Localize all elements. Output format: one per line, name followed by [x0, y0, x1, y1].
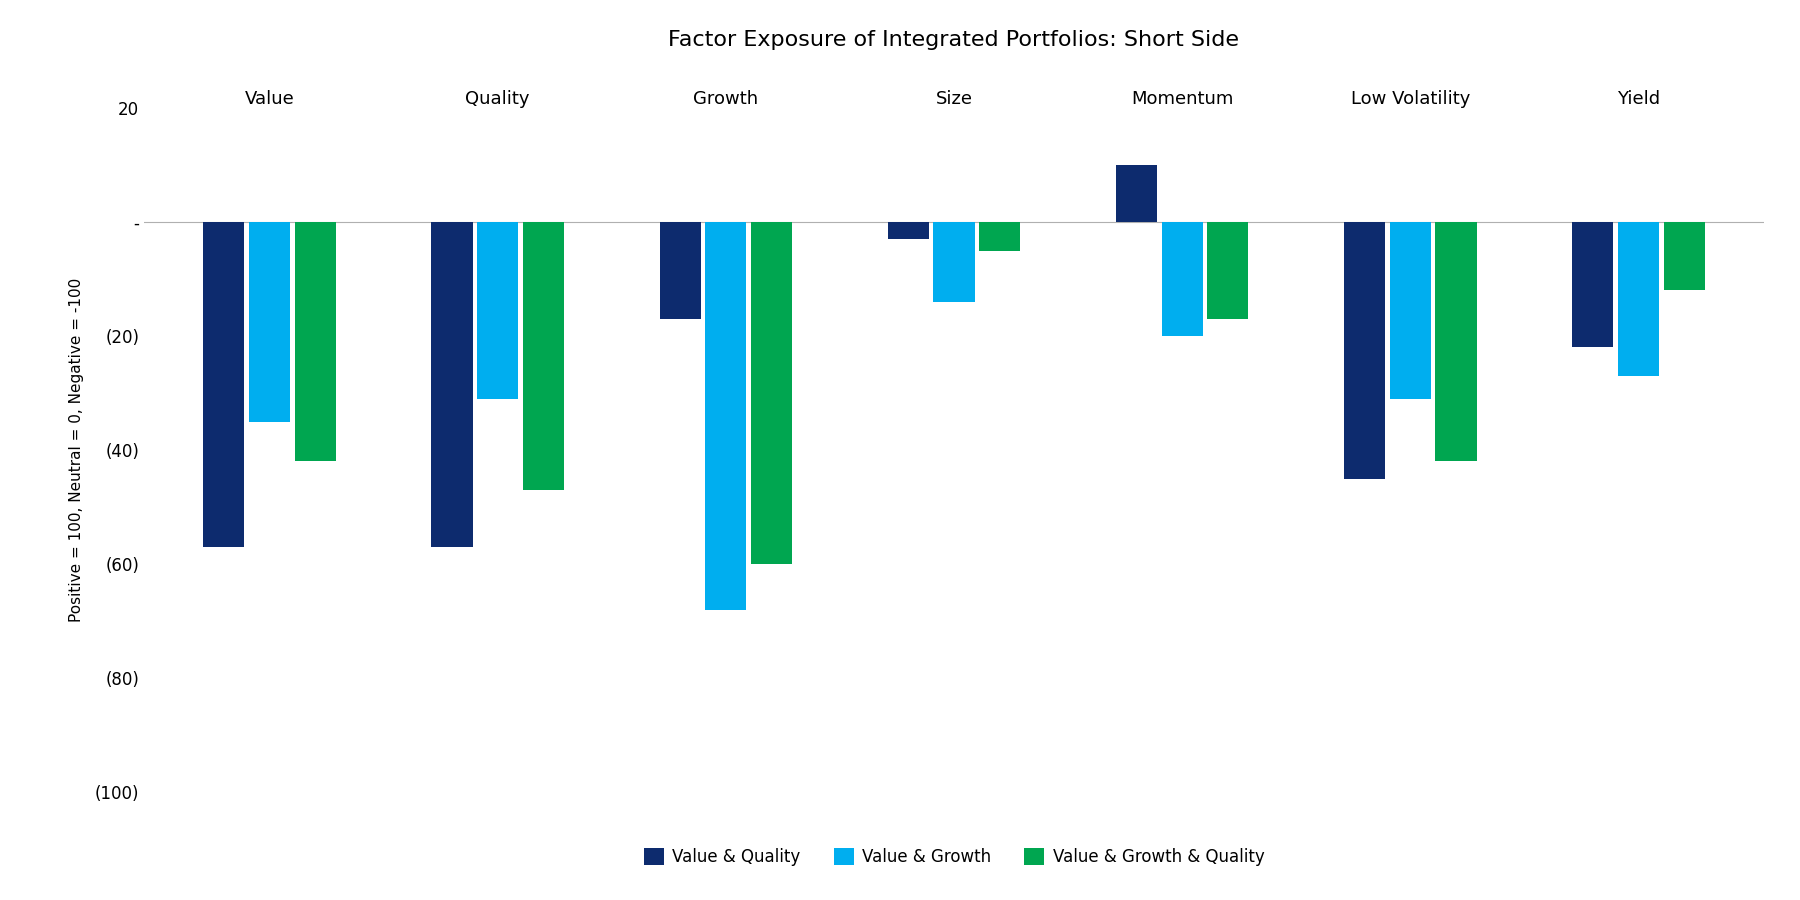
Text: Yield: Yield: [1616, 90, 1660, 108]
Bar: [522, 222, 563, 490]
Bar: [751, 222, 792, 564]
Text: Value: Value: [245, 90, 295, 108]
Text: Momentum: Momentum: [1130, 90, 1233, 108]
Bar: [1390, 222, 1431, 399]
Bar: [934, 222, 974, 302]
Y-axis label: Positive = 100, Neutral = 0, Negative = -100: Positive = 100, Neutral = 0, Negative = …: [68, 278, 83, 622]
Bar: [203, 222, 245, 547]
Bar: [706, 222, 747, 609]
Text: Growth: Growth: [693, 90, 758, 108]
Bar: [1573, 222, 1613, 347]
Text: Quality: Quality: [466, 90, 529, 108]
Bar: [1663, 222, 1705, 291]
Text: Size: Size: [936, 90, 972, 108]
Bar: [1345, 222, 1386, 479]
Bar: [248, 222, 290, 421]
Bar: [1435, 222, 1476, 462]
Bar: [1161, 222, 1202, 336]
Bar: [979, 222, 1021, 250]
Bar: [1116, 165, 1157, 222]
Bar: [295, 222, 335, 462]
Bar: [477, 222, 518, 399]
Title: Factor Exposure of Integrated Portfolios: Short Side: Factor Exposure of Integrated Portfolios…: [668, 30, 1240, 50]
Bar: [432, 222, 473, 547]
Bar: [659, 222, 700, 319]
Legend: Value & Quality, Value & Growth, Value & Growth & Quality: Value & Quality, Value & Growth, Value &…: [637, 842, 1271, 873]
Bar: [887, 222, 929, 239]
Bar: [1208, 222, 1249, 319]
Text: Low Volatility: Low Volatility: [1350, 90, 1471, 108]
Bar: [1618, 222, 1660, 376]
